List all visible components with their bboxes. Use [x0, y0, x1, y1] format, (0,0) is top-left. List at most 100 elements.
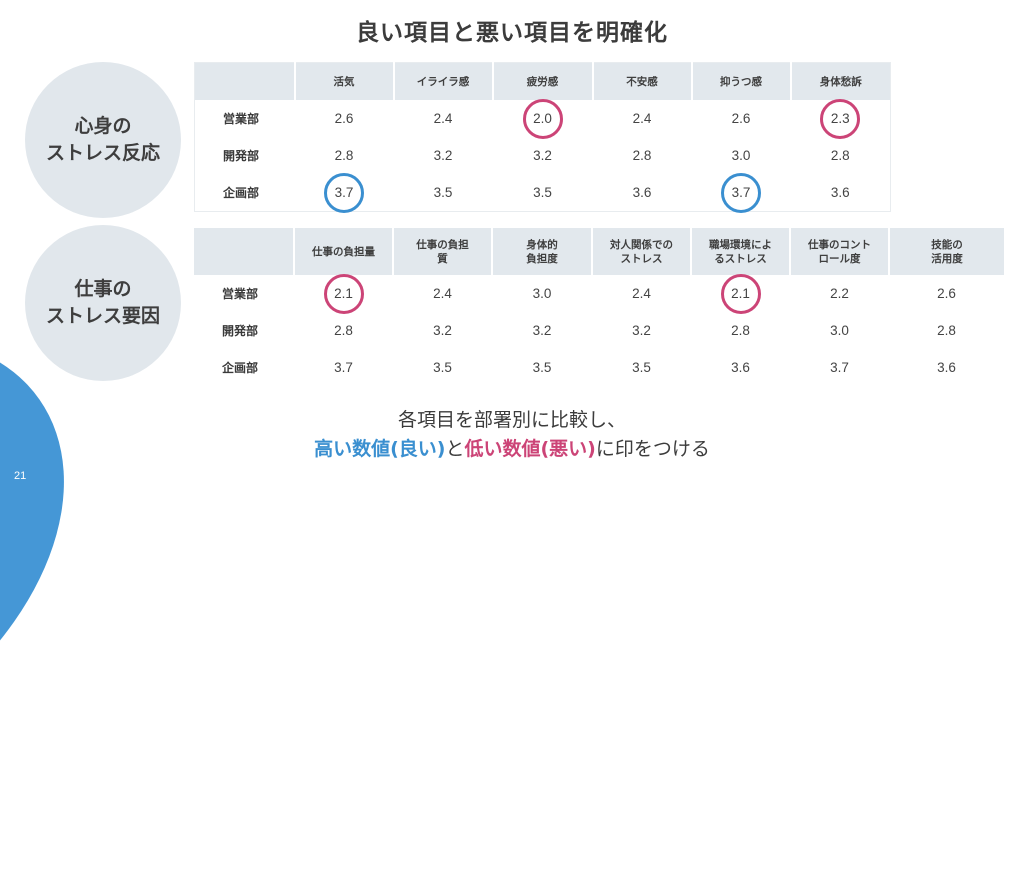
page-number: 21	[14, 470, 27, 482]
score-value: 2.4	[434, 111, 453, 126]
score-cell: 3.0	[692, 137, 791, 174]
score-value: 3.6	[937, 360, 956, 375]
section-badge-stress-factors: 仕事の ストレス要因	[25, 225, 181, 381]
score-text: 2.8	[334, 323, 353, 338]
score-cell: 2.4	[593, 100, 692, 137]
table-row: 企画部 3.7 3.5 3.5 3.6 3.7 3.6	[195, 172, 891, 213]
column-header-line: ストレス	[620, 252, 663, 265]
score-value: 2.8	[831, 148, 850, 163]
bad-highlight-circle-icon	[522, 98, 563, 139]
score-value: 2.8	[334, 323, 353, 338]
score-cell: 3.0	[492, 275, 592, 312]
score-cell: 3.0	[790, 312, 889, 349]
column-header-line: 身体的	[526, 238, 558, 251]
score-text: 3.2	[433, 323, 452, 338]
table-row: 営業部 2.6 2.4 2.0 2.4 2.6 2.3	[195, 98, 891, 139]
score-value: 3.5	[533, 185, 552, 200]
column-header: 抑うつ感	[690, 62, 791, 100]
score-value: 2.6	[732, 111, 751, 126]
table-header-row: 仕事の負担量 仕事の負担質身体的 負担度 対人関係での ストレス 職場環境によ るストレス仕…	[194, 228, 1004, 275]
score-text: 2.8	[937, 323, 956, 338]
score-text: 2.4	[632, 111, 652, 126]
score-text: 3.0	[532, 286, 552, 301]
column-header-line: 質	[437, 252, 448, 265]
score-value: 3.2	[434, 148, 453, 163]
score-value: 3.2	[433, 323, 452, 338]
score-value: 3.7	[324, 172, 364, 213]
score-value: 3.0	[830, 323, 849, 338]
score-cell: 3.7	[790, 349, 889, 386]
good-highlight-circle-icon	[721, 172, 761, 213]
column-header-line: 仕事の負担	[416, 238, 469, 251]
score-text: 3.7	[334, 360, 353, 375]
score-text: 3.7	[830, 360, 849, 375]
score-value: 3.6	[731, 360, 750, 375]
score-cell: 2.8	[593, 137, 692, 174]
department-label: 開発部	[223, 149, 260, 163]
column-header-line: 仕事のコント	[808, 238, 871, 251]
score-cell: 3.6	[691, 349, 790, 386]
header-corner	[194, 62, 295, 100]
score-value: 3.5	[533, 360, 552, 375]
score-text: 2.6	[731, 111, 751, 126]
score-cell: 2.2	[790, 275, 889, 312]
summary-tail: に印をつける	[595, 438, 710, 460]
stress-response-table: 活気 イライラ感 疲労感 不安感 抑うつ感 身体愁訴 営業部 2.6 2.4 2.0 2…	[194, 62, 891, 213]
score-cell: 3.6	[791, 174, 891, 212]
score-cell: 3.5	[492, 349, 592, 386]
summary-caption: 各項目を部署別に比較し、 高い数値(良い)と低い数値(悪い)に印をつける	[0, 406, 1024, 464]
score-cell: 2.8	[295, 137, 394, 174]
column-header-line: 活用度	[931, 252, 963, 265]
summary-line-2: 高い数値(良い)と低い数値(悪い)に印をつける	[0, 435, 1024, 464]
department-label: 営業部	[222, 287, 259, 301]
column-header-line: 技能の	[931, 238, 963, 251]
column-header: 仕事のコント ロール度	[789, 228, 889, 275]
badge-line: ストレス要因	[45, 305, 160, 327]
score-cell: 3.2	[492, 312, 592, 349]
column-header: 疲労感	[491, 62, 593, 100]
bad-highlight-circle-icon	[323, 273, 364, 314]
score-text: 2.6	[334, 111, 354, 126]
score-cell: 3.2	[393, 312, 492, 349]
score-cell: 3.2	[394, 137, 493, 174]
score-value: 3.7	[830, 360, 849, 375]
score-cell: 2.6	[889, 275, 1004, 312]
connector-text: と	[445, 438, 465, 460]
score-cell: 3.5	[393, 349, 492, 386]
score-value: 3.6	[633, 185, 652, 200]
score-value: 3.6	[831, 185, 850, 200]
score-text: 3.5	[533, 185, 552, 200]
score-text: 2.2	[830, 286, 849, 301]
score-cell: 3.7	[294, 349, 393, 386]
score-value: 3.2	[632, 323, 651, 338]
column-header: 活気	[293, 62, 394, 100]
badge-line: 仕事の	[74, 278, 132, 300]
score-cell: 3.2	[493, 137, 593, 174]
department-label: 開発部	[222, 324, 259, 338]
score-value: 2.0	[522, 98, 563, 139]
score-cell: 2.3	[791, 98, 891, 139]
column-header-line: 対人関係での	[610, 238, 673, 251]
score-cell: 2.8	[889, 312, 1004, 349]
bad-highlight-circle-icon	[720, 273, 761, 314]
column-header-line: 職場環境によ	[709, 238, 772, 251]
score-cell: 2.4	[394, 100, 493, 137]
score-cell: 2.6	[692, 100, 791, 137]
column-header-line: 仕事の負担量	[312, 245, 375, 258]
column-header-line: 負担度	[526, 252, 558, 265]
score-value: 2.1	[720, 273, 761, 314]
score-text: 2.4	[433, 286, 452, 301]
column-header: 対人関係での ストレス	[591, 228, 691, 275]
score-cell: 2.6	[295, 100, 394, 137]
score-cell: 2.1	[294, 273, 393, 314]
score-cell: 3.5	[394, 174, 493, 212]
table-row: 開発部 2.8 3.2 3.2 2.8 3.0 2.8	[195, 137, 891, 174]
score-text: 3.5	[433, 360, 452, 375]
score-value: 2.4	[632, 286, 651, 301]
score-text: 3.2	[532, 323, 552, 338]
column-header: 身体的 負担度	[491, 228, 592, 275]
badge-line: 心身の	[74, 115, 132, 137]
score-value: 3.0	[732, 148, 751, 163]
score-cell: 3.7	[295, 172, 394, 213]
good-highlight-circle-icon	[324, 172, 364, 213]
